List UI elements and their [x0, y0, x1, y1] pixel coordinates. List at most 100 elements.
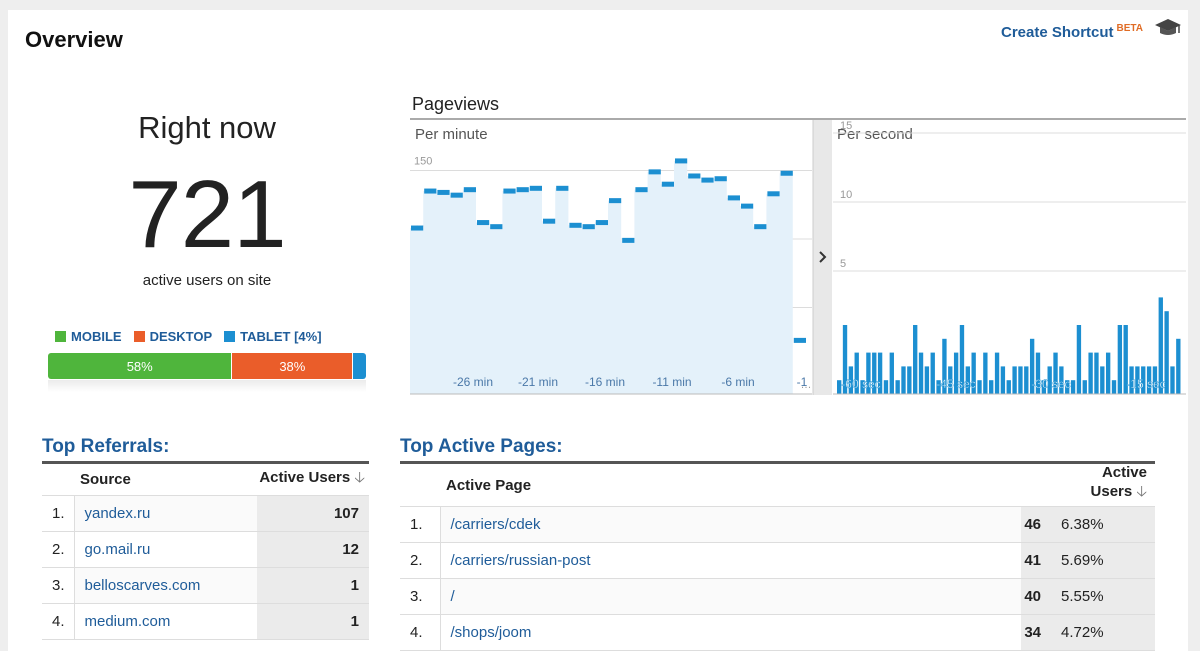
pages-users-header-spacer [1021, 462, 1051, 507]
per-minute-point [609, 198, 622, 204]
create-shortcut-link[interactable]: Create Shortcut BETA [1001, 23, 1143, 41]
per-second-bar [994, 352, 1000, 394]
table-row: 4./shops/joom 34 4.72% [400, 614, 1155, 651]
per-second-bar [1158, 297, 1163, 394]
per-second-bar [953, 352, 959, 394]
x-tick-label: -26 min [453, 375, 493, 389]
graduation-cap-icon[interactable] [1154, 18, 1182, 38]
referral-source-link[interactable]: yandex.ru [74, 495, 257, 532]
per-minute-point [701, 177, 714, 183]
active-page-link[interactable]: /carriers/cdek [440, 506, 1021, 543]
row-index: 1. [42, 495, 75, 532]
per-second-bar [1059, 366, 1064, 394]
per-minute-point [503, 188, 516, 194]
table-row: 1. yandex.ru 107 [42, 495, 369, 532]
pageviews-chart: 15010050-26 min-21 min-16 min-11 min-6 m… [410, 120, 1186, 395]
legend-desktop: DESKTOP [133, 329, 213, 344]
top-active-pages-title: Top Active Pages: [400, 436, 563, 457]
per-second-bar [1053, 352, 1058, 394]
per-second-bar [1076, 325, 1082, 394]
per-minute-point [424, 188, 437, 194]
per-minute-point [569, 222, 582, 228]
pages-users-header[interactable]: Active Users 🡣 [1051, 462, 1155, 507]
referral-source-link[interactable]: go.mail.ru [74, 531, 257, 568]
per-minute-point [754, 224, 767, 230]
referrals-users-header-label: Active Users [259, 469, 351, 486]
create-shortcut-label: Create Shortcut [1001, 24, 1114, 41]
per-second-bar [877, 352, 883, 394]
referrals-source-header[interactable]: Source [74, 462, 257, 496]
per-second-bar [907, 366, 912, 394]
referral-source-link[interactable]: medium.com [74, 603, 257, 640]
per-second-bar [860, 380, 865, 394]
top-active-pages-table: Active Page Active Users 🡣 1./carriers/cd… [400, 461, 1155, 651]
referral-users-value: 12 [257, 531, 369, 568]
per-second-bar [936, 380, 941, 394]
active-page-link[interactable]: / [440, 578, 1021, 615]
row-index: 3. [400, 578, 441, 615]
per-minute-point [635, 187, 648, 193]
per-second-bar [948, 366, 953, 394]
pages-users-header-label: Active Users [1090, 464, 1147, 500]
device-legend: MOBILE DESKTOP TABLET [4%] [55, 329, 322, 344]
per-second-bar [983, 352, 988, 394]
per-second-bar [1065, 380, 1070, 394]
x-tick-label: -6 min [721, 375, 754, 389]
row-index: 4. [400, 614, 441, 651]
per-second-bar [848, 366, 854, 394]
legend-mobile: MOBILE [55, 329, 122, 344]
per-minute-point [793, 337, 806, 343]
right-now-label: Right now [138, 110, 276, 145]
per-minute-point [675, 158, 688, 164]
per-second-bar [1129, 366, 1134, 394]
pageviews-divider [410, 118, 1186, 120]
table-row: 4. medium.com 1 [42, 603, 369, 640]
per-second-bar [1094, 352, 1099, 394]
referral-source-link[interactable]: belloscarves.com [74, 567, 257, 604]
row-index: 4. [42, 603, 75, 640]
legend-desktop-label: DESKTOP [149, 329, 213, 344]
active-page-link[interactable]: /carriers/russian-post [440, 542, 1021, 579]
per-second-bar [959, 325, 965, 394]
per-second-bar [1018, 366, 1023, 394]
row-index: 1. [400, 506, 441, 543]
page-users-value: 40 [1021, 578, 1051, 615]
per-second-bar [1070, 380, 1076, 394]
pages-page-header[interactable]: Active Page [440, 462, 1021, 507]
per-minute-point [477, 220, 490, 226]
chart-split-handle[interactable] [812, 120, 832, 395]
legend-tablet-label: TABLET [4%] [240, 329, 322, 344]
chevron-right-icon [819, 251, 827, 263]
per-minute-point [622, 237, 635, 243]
per-second-bar [1035, 352, 1041, 394]
referral-users-value: 1 [257, 567, 369, 604]
page-users-percent: 5.55% [1051, 578, 1155, 615]
x-tick-label: -21 min [518, 375, 558, 389]
per-second-bar [1100, 366, 1105, 394]
per-minute-point [490, 224, 503, 230]
pageviews-title: Pageviews [412, 94, 500, 114]
per-minute-point [595, 220, 608, 226]
table-row: 3. belloscarves.com 1 [42, 567, 369, 604]
per-minute-point [727, 195, 740, 201]
per-second-bar [1082, 380, 1087, 394]
per-minute-point [437, 189, 450, 195]
per-second-bar [1164, 311, 1169, 394]
per-minute-area [410, 160, 793, 394]
referrals-users-header[interactable]: Active Users 🡣 [257, 462, 369, 496]
x-tick-label: -45 sec [936, 377, 975, 391]
per-second-bar [883, 380, 889, 394]
per-second-bar [1123, 325, 1128, 394]
per-second-bar [1047, 366, 1052, 394]
pages-index-header [400, 462, 440, 507]
active-page-link[interactable]: /shops/joom [440, 614, 1021, 651]
per-second-bar [918, 352, 924, 394]
per-second-bar [989, 380, 994, 394]
per-minute-point [556, 185, 569, 191]
per-second-bar [930, 352, 935, 394]
per-second-bar [1105, 352, 1111, 394]
referrals-index-header [42, 462, 74, 496]
legend-mobile-label: MOBILE [71, 329, 122, 344]
per-minute-point [661, 181, 674, 187]
